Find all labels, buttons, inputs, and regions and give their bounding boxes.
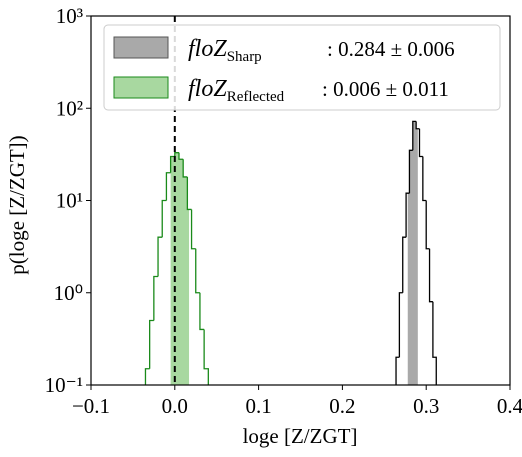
histogram-step bbox=[405, 192, 410, 238]
x-tick-label: 0.1 bbox=[245, 394, 271, 418]
histogram-step bbox=[402, 236, 407, 293]
histogram-step bbox=[149, 319, 154, 369]
histogram-step bbox=[144, 368, 150, 385]
x-tick-label: 0.3 bbox=[413, 394, 439, 418]
legend-box bbox=[103, 24, 501, 111]
x-tick-label: 0.4 bbox=[497, 394, 522, 418]
histogram-step bbox=[161, 199, 167, 238]
legend-swatch bbox=[113, 36, 169, 59]
legend-swatch bbox=[113, 76, 169, 99]
sigma-band bbox=[407, 121, 418, 385]
x-axis-label: loge [Z/ZGT] bbox=[243, 424, 358, 448]
x-tick-label: −0.1 bbox=[72, 394, 110, 418]
legend-label: floZSharp bbox=[188, 36, 262, 65]
histogram-step bbox=[395, 356, 400, 385]
histogram-step bbox=[169, 155, 175, 173]
histogram-step bbox=[422, 156, 427, 202]
histogram-step bbox=[157, 236, 163, 277]
y-tick-label: 10⁻¹ bbox=[45, 373, 83, 397]
x-tick-label: 0.2 bbox=[329, 394, 355, 418]
histogram-step bbox=[195, 248, 200, 294]
histogram-step bbox=[178, 152, 184, 160]
legend-subscript: Reflected bbox=[227, 89, 285, 105]
histogram-step bbox=[153, 275, 159, 321]
histogram-step bbox=[425, 200, 430, 250]
histogram-step bbox=[174, 152, 179, 157]
legend-summary: : 0.006 ± 0.011 bbox=[322, 77, 449, 101]
histogram-step bbox=[398, 292, 403, 358]
histogram-step bbox=[182, 159, 188, 178]
histogram-step bbox=[199, 292, 205, 331]
legend-subscript: Sharp bbox=[227, 49, 262, 65]
y-tick-label: 10¹ bbox=[56, 189, 83, 213]
histogram-step bbox=[418, 128, 423, 158]
histogram-step bbox=[408, 149, 413, 194]
histogram-step bbox=[203, 329, 209, 385]
legend-summary: : 0.284 ± 0.006 bbox=[327, 37, 455, 61]
legend-name: floZ bbox=[188, 36, 227, 62]
y-axis-label: p(loge [Z/ZGT]) bbox=[5, 135, 29, 274]
histogram-step bbox=[186, 176, 192, 211]
histogram-step bbox=[432, 301, 437, 385]
histogram-step bbox=[428, 248, 433, 303]
legend-name: floZ bbox=[188, 76, 227, 102]
histogram-step bbox=[165, 172, 171, 201]
y-tick-label: 10³ bbox=[56, 4, 83, 28]
x-tick-label: 0.0 bbox=[162, 394, 188, 418]
histogram-step bbox=[190, 209, 196, 250]
y-tick-label: 10² bbox=[56, 96, 83, 120]
histogram-step bbox=[412, 120, 417, 151]
histogram-step bbox=[415, 121, 420, 130]
legend-label: floZReflected bbox=[188, 76, 285, 105]
y-tick-label: 10⁰ bbox=[54, 281, 83, 305]
